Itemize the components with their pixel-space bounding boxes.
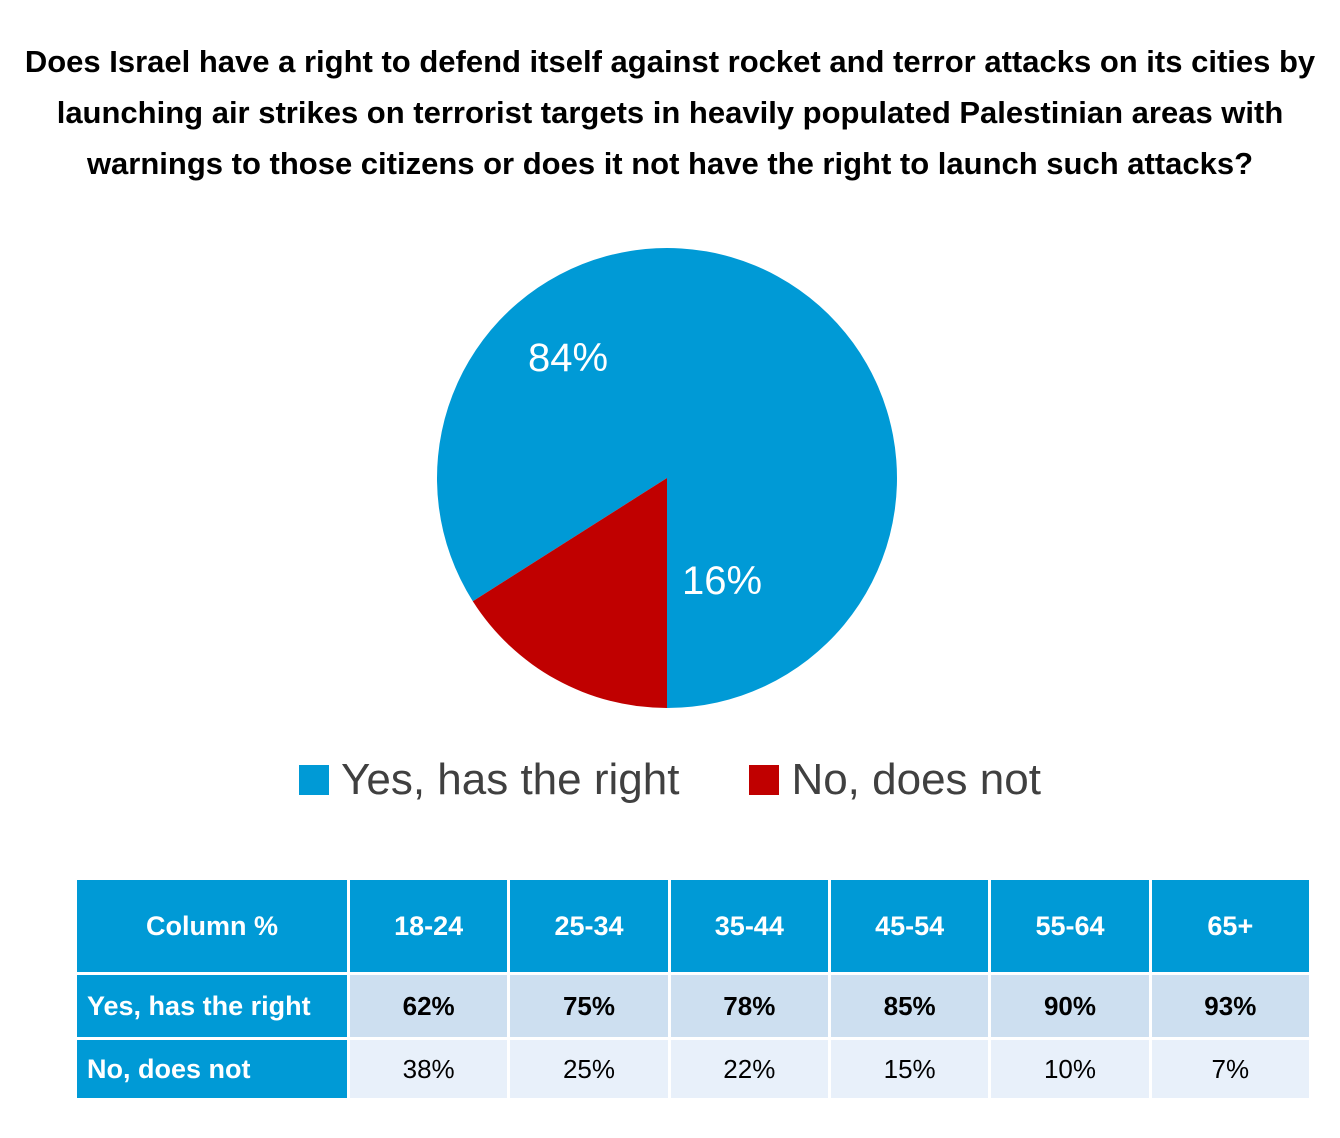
legend-label-no: No, does not [791,755,1041,804]
pie-label-yes: 84% [528,336,608,380]
row-label: No, does not [74,1037,350,1101]
table-cell: 15% [827,1037,992,1101]
table-cell: 78% [667,972,831,1040]
column-header: 18-24 [346,877,511,975]
table-cell: 22% [667,1037,831,1101]
table-row: Yes, has the right 62% 75% 78% 85% 90% 9… [74,972,1313,1040]
table-cell: 38% [346,1037,511,1101]
table-cell: 7% [1148,1037,1313,1101]
column-header: 25-34 [507,877,671,975]
column-header: 55-64 [988,877,1152,975]
table-cell: 85% [827,972,992,1040]
legend-swatch-yes [299,765,330,795]
age-breakdown-table: Column % 18-24 25-34 35-44 45-54 55-64 6… [74,877,1313,1101]
table-cell: 93% [1148,972,1313,1040]
column-header: 45-54 [827,877,992,975]
table-row: No, does not 38% 25% 22% 15% 10% 7% [74,1037,1313,1101]
column-header: 35-44 [667,877,831,975]
pie-slice-no [472,478,667,708]
legend-label-yes: Yes, has the right [341,755,680,804]
chart-title: Does Israel have a right to defend itsel… [24,44,1316,181]
legend: Yes, has the right No, does not [0,750,1340,810]
table-header-row: Column % 18-24 25-34 35-44 45-54 55-64 6… [74,877,1313,975]
table-cell: 62% [346,972,511,1040]
legend-item-yes: Yes, has the right [299,755,679,805]
row-label: Yes, has the right [74,972,350,1040]
legend-swatch-no [749,765,780,795]
table-cell: 75% [507,972,671,1040]
table-cell: 25% [507,1037,671,1101]
table-cell: 90% [988,972,1152,1040]
pie-chart: 84% 16% [436,248,897,708]
column-header: 65+ [1148,877,1313,975]
legend-item-no: No, does not [749,755,1041,805]
pie-label-no: 16% [682,559,762,603]
table-corner-header: Column % [74,877,350,975]
table-cell: 10% [988,1037,1152,1101]
